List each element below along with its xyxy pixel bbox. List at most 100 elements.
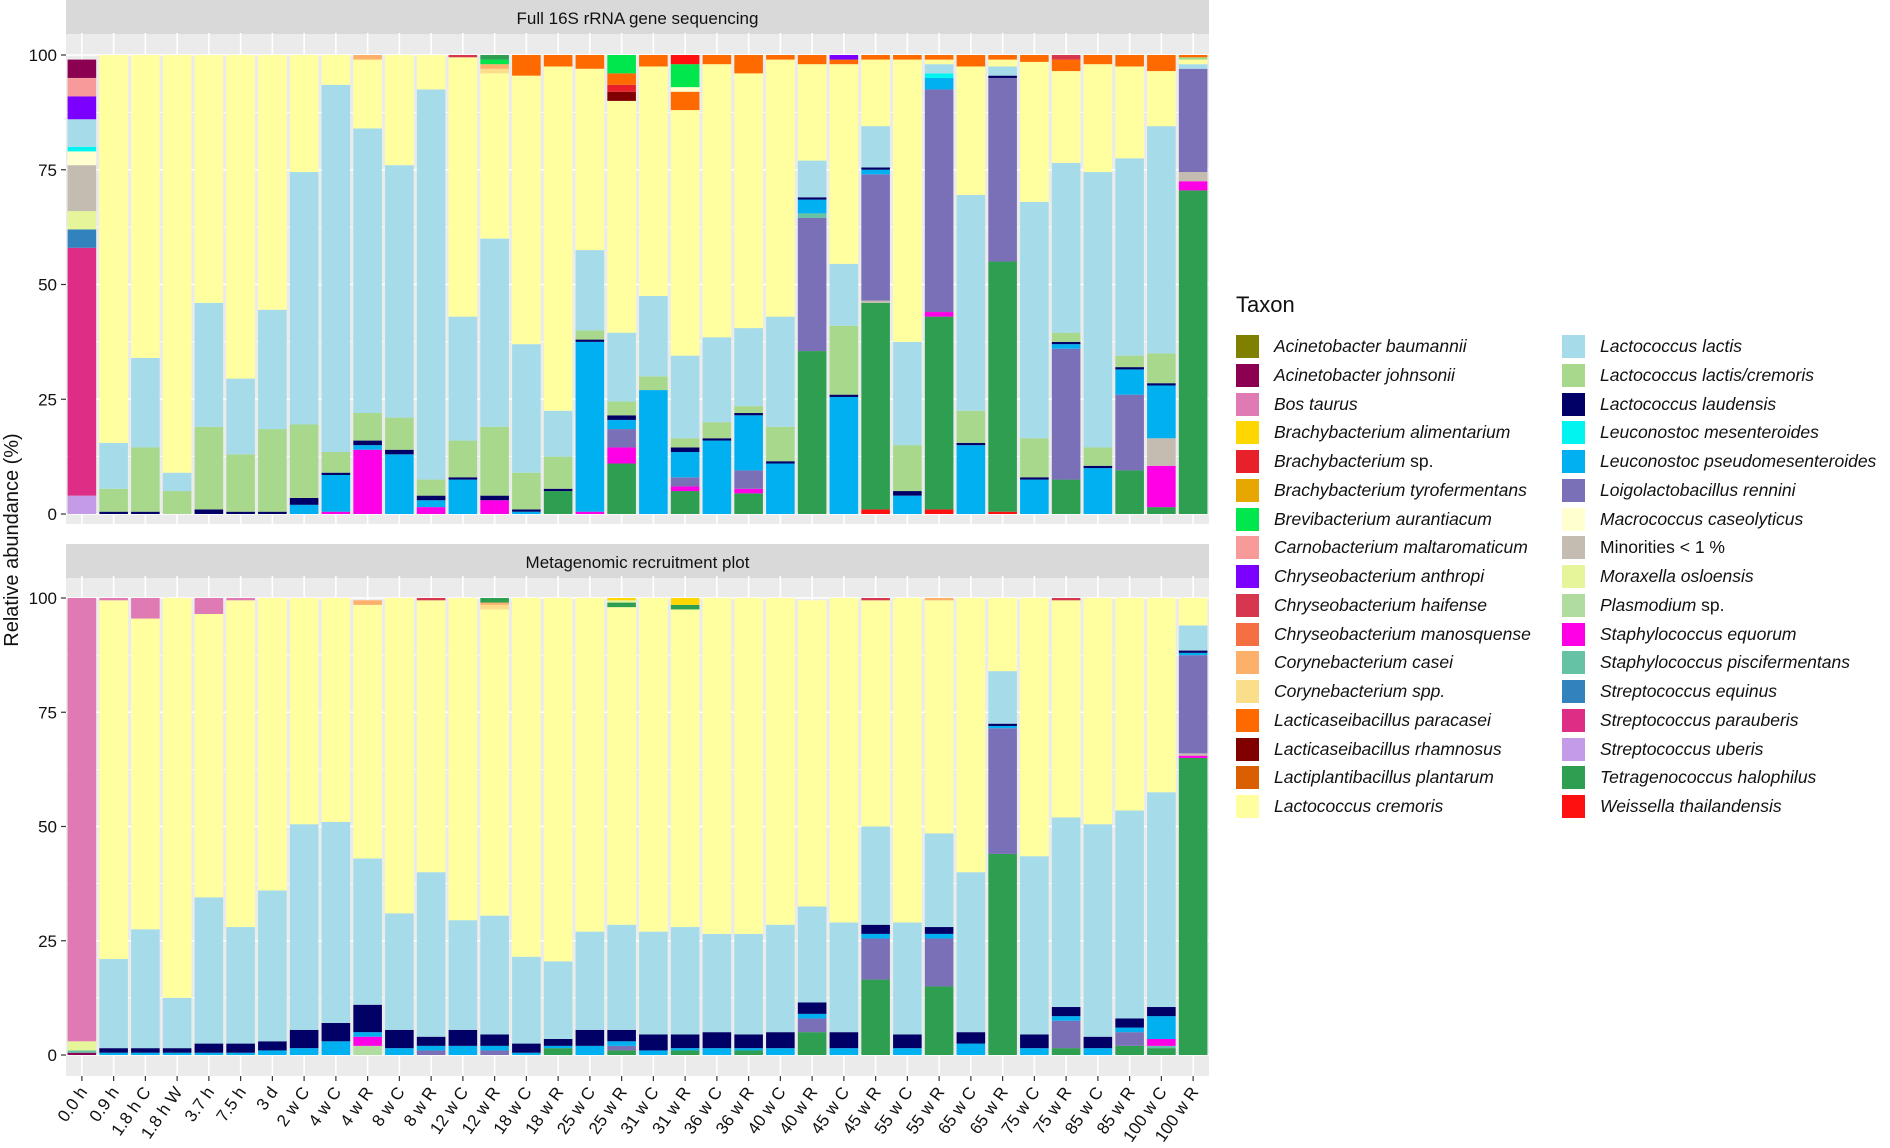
legend-label: Moraxella osloensis: [1600, 566, 1754, 587]
legend-swatch: [1562, 593, 1585, 617]
bar-segment-lactococcus-laudensis: [766, 1032, 795, 1049]
legend-label: Streptococcus uberis: [1600, 739, 1763, 760]
bar-1-8-h-c: [131, 598, 160, 1055]
bar-segment-lactococcus-lactis: [829, 263, 859, 326]
bar-segment-lactococcus-laudensis: [448, 477, 478, 480]
bar-segment-lactococcus-laudensis: [99, 1048, 128, 1053]
legend-label-italic: Weissella thailandensis: [1600, 796, 1782, 816]
bar-segment-lactococcus-laudensis: [512, 509, 541, 512]
bar-segment-lacticaseibacillus-paracasei: [702, 55, 732, 65]
bar-segment-tetragenococcus-halophilus: [797, 1032, 827, 1055]
bar-segment-lacticaseibacillus-paracasei: [734, 55, 763, 74]
bar-segment-acinetobacter-johnsonii: [67, 1052, 97, 1055]
bar-segment-loigolactobacillus-rennini: [1178, 655, 1208, 754]
bar-segment-leuconostoc-pseudomesenteroides: [480, 1045, 509, 1051]
bar-40-w-c: [766, 598, 795, 1055]
bar-segment-lactococcus-cremoris: [829, 598, 859, 923]
panel-16s-title: Full 16S rRNA gene sequencing: [517, 9, 759, 28]
bar-segment-lactococcus-lactis: [226, 378, 255, 455]
bar-segment-lactococcus-lactis: [893, 922, 922, 1035]
bar-segment-lactococcus-laudensis: [924, 927, 954, 934]
bar-segment-leuconostoc-pseudomesenteroides: [353, 1032, 382, 1037]
legend-item-lactococcus-lactis: Lactococcus lactis: [1562, 332, 1890, 361]
legend-label-italic: Staphylococcus piscifermentans: [1600, 652, 1850, 673]
bar-segment-tetragenococcus-halophilus: [543, 491, 573, 514]
bar-segment-lactococcus-laudensis: [226, 511, 255, 514]
bar-18-w-c: [512, 598, 541, 1055]
bar-65-w-r: [988, 598, 1017, 1055]
bar-segment-tetragenococcus-halophilus: [670, 1050, 700, 1055]
legend-label: Bos taurus: [1274, 394, 1358, 415]
bar-12-w-c: [448, 598, 478, 1055]
bar-segment-corynebacterium-casei: [480, 64, 509, 69]
legend-label: Chryseobacterium manosquense: [1274, 624, 1531, 645]
bar-segment-lactococcus-cremoris: [543, 66, 573, 411]
bar-segment-lactococcus-cremoris: [988, 598, 1017, 672]
bar-segment-lactococcus-cremoris: [797, 64, 827, 161]
legend-swatch: [1236, 680, 1259, 703]
bar-segment-lacticaseibacillus-paracasei: [924, 55, 954, 60]
legend-item-staphylococcus-piscifermentans: Staphylococcus piscifermentans: [1562, 648, 1890, 677]
bar-segment-lactococcus-lactis: [575, 250, 605, 331]
legend-swatch: [1562, 335, 1585, 358]
bar-segment-lactococcus-lactis: [734, 933, 763, 1035]
bar-segment-brevibacterium-aurantiacum: [607, 55, 636, 74]
bar-segment-lactococcus-cremoris: [353, 604, 382, 859]
bar-segment-lacticaseibacillus-paracasei: [607, 73, 636, 85]
bar-segment-lactococcus-laudensis: [162, 1048, 192, 1053]
bar-segment-lactococcus-laudensis: [1147, 1007, 1176, 1017]
bar-segment-leuconostoc-pseudomesenteroides: [99, 1052, 128, 1055]
bar-segment-leuconostoc-pseudomesenteroides: [956, 445, 986, 514]
legend-swatch: [1236, 392, 1259, 416]
bar-segment-lactococcus-laudensis: [512, 1043, 541, 1053]
bar-segment-staphylococcus-equorum: [321, 511, 351, 514]
legend-label: Brachybacterium sp.: [1274, 451, 1434, 472]
legend-item-acinetobacter-baumannii: Acinetobacter baumannii: [1236, 332, 1566, 361]
legend-label: Streptococcus parauberis: [1600, 710, 1798, 731]
bar-segment-leuconostoc-pseudomesenteroides: [385, 1048, 414, 1055]
bar-segment-leuconostoc-pseudomesenteroides: [956, 1043, 986, 1055]
bar-segment-loigolactobacillus-rennini: [1051, 1020, 1081, 1049]
bar-segment-weissella-thailandensis: [988, 511, 1017, 514]
bar-0-9-h: [99, 598, 128, 1055]
bar-segment-lactococcus-cremoris: [734, 598, 763, 934]
bar-1-8-h-w: [162, 598, 192, 1055]
bar-segment-leuconostoc-pseudomesenteroides: [416, 500, 446, 508]
bar-segment-lactococcus-lactis: [512, 344, 541, 473]
bar-segment-lactococcus-laudensis: [1051, 1007, 1081, 1017]
bar-12-w-r: [480, 598, 509, 1055]
legend-item-plasmodium-sp: Plasmodium sp.: [1562, 591, 1890, 620]
bar-segment-tetragenococcus-halophilus: [734, 1050, 763, 1055]
bar-segment-leuconostoc-pseudomesenteroides: [766, 1048, 795, 1055]
bar-segment-lactococcus-lactis-cremoris: [289, 424, 319, 498]
legend-item-loigolactobacillus-rennini: Loigolactobacillus rennini: [1562, 476, 1890, 505]
panel-metagenomic-title: Metagenomic recruitment plot: [526, 553, 750, 572]
bar-segment-lactococcus-cremoris: [924, 600, 954, 834]
legend-item-chryseobacterium-haifense: Chryseobacterium haifense: [1236, 591, 1566, 620]
bar-segment-staphylococcus-piscifermentans: [67, 1050, 97, 1053]
bar-segment-lactococcus-laudensis: [670, 1034, 700, 1049]
bar-segment-leuconostoc-pseudomesenteroides: [924, 933, 954, 939]
bar-segment-minorities-1: [861, 300, 890, 303]
bar-segment-loigolactobacillus-rennini: [670, 477, 700, 487]
bar-4-w-r: [353, 600, 382, 1055]
bar-segment-tetragenococcus-halophilus: [480, 55, 509, 60]
bar-12-w-r: [480, 55, 509, 514]
bar-segment-leuconostoc-pseudomesenteroides: [702, 440, 732, 514]
bar-segment-lactococcus-laudensis: [353, 440, 382, 446]
legend-label: Minorities < 1 %: [1600, 537, 1725, 558]
bar-segment-lacticaseibacillus-paracasei: [861, 55, 890, 60]
bar-31-w-r: [670, 55, 700, 514]
legend-swatch: [1562, 795, 1585, 818]
bar-segment-lactococcus-lactis: [226, 927, 255, 1044]
legend-label: Lactococcus lactis/cremoris: [1600, 365, 1814, 386]
bar-segment-lactococcus-laudensis: [607, 415, 636, 420]
bar-segment-lactococcus-cremoris: [861, 600, 890, 827]
bar-segment-lactococcus-cremoris: [893, 598, 922, 923]
bar-segment-lactococcus-lactis: [956, 194, 986, 411]
bar-segment-lactococcus-laudensis: [385, 1029, 414, 1049]
bar-segment-lactococcus-laudensis: [829, 1032, 859, 1049]
bar-segment-weissella-thailandensis: [861, 509, 890, 514]
bar-segment-lactococcus-laudensis: [99, 511, 128, 514]
bar-segment-leuconostoc-pseudomesenteroides: [1051, 1016, 1081, 1021]
